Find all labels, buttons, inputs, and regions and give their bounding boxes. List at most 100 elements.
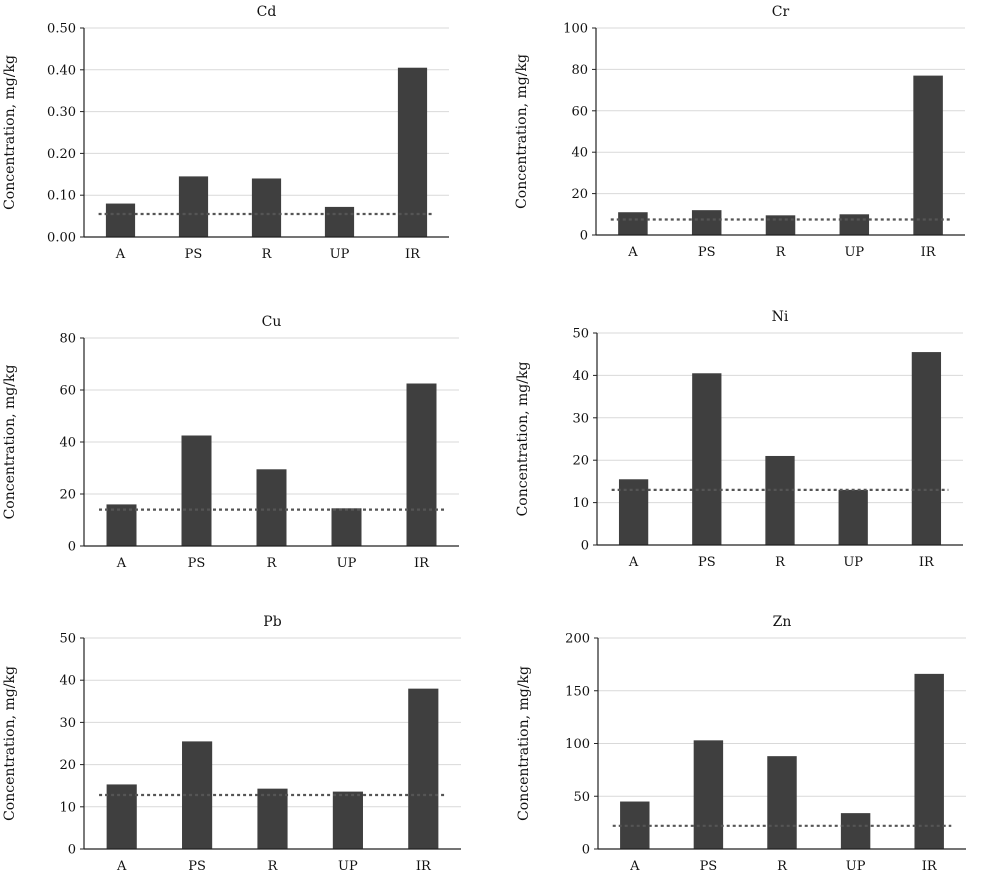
y-tick-label: 0 [68, 843, 76, 858]
y-tick-label: 20 [571, 187, 588, 202]
y-tick-label: 40 [571, 146, 588, 161]
y-tick-label: 20 [572, 454, 589, 469]
bar-up [838, 489, 868, 545]
y-tick-label: 50 [573, 790, 590, 805]
x-tick-label: A [115, 247, 126, 262]
y-tick-label: 0.30 [47, 105, 76, 120]
x-tick-label: IR [921, 245, 937, 260]
bar-ps [691, 210, 722, 235]
y-axis-label: Concentration, mg/kg [514, 54, 530, 209]
chart-title: Pb [263, 614, 281, 630]
x-tick-label: R [776, 245, 787, 260]
y-tick-label: 40 [59, 436, 76, 451]
chart-panel-pb: 0 10 20 30 40 50 A PS R UP IR Pb Concentration, mg/k… [2, 614, 461, 874]
bar-a [106, 504, 137, 546]
chart-panel-ni: 0 10 20 30 40 50 A PS R UP IR Ni Concentration, mg/k… [515, 309, 963, 570]
y-tick-label: 0.00 [47, 231, 76, 246]
y-tick-label: 20 [59, 488, 76, 503]
x-tick-label: R [268, 859, 279, 874]
y-tick-label: 10 [572, 496, 589, 511]
x-tick-label: R [267, 556, 278, 571]
bar-ir [408, 688, 439, 849]
y-tick-label: 80 [571, 63, 588, 78]
y-tick-label: 150 [565, 684, 590, 699]
bar-ps [178, 176, 209, 237]
y-axis-label: Concentration, mg/kg [2, 365, 18, 520]
bar-up [324, 206, 355, 237]
y-axis-label: Concentration, mg/kg [516, 666, 532, 821]
y-tick-label: 50 [59, 632, 76, 647]
y-tick-label: 0 [581, 539, 589, 554]
bar-r [765, 215, 796, 235]
y-tick-label: 40 [59, 674, 76, 689]
x-tick-label: PS [185, 247, 203, 262]
x-tick-label: R [775, 555, 786, 570]
y-tick-label: 20 [59, 758, 76, 773]
y-tick-label: 100 [563, 22, 588, 37]
bar-r [251, 178, 282, 237]
bar-r [767, 756, 797, 849]
y-tick-label: 60 [571, 104, 588, 119]
x-tick-label: R [777, 859, 788, 874]
chart-panel-cd: 0.00 0.10 0.20 0.30 0.40 0.50 A PS R UP IR Cd Concen… [2, 4, 449, 262]
x-tick-label: IR [405, 247, 421, 262]
bar-ps [693, 740, 724, 849]
bar-up [839, 214, 870, 235]
x-tick-label: A [629, 859, 640, 874]
bar-ps [692, 373, 722, 545]
x-tick-label: IR [416, 859, 432, 874]
x-tick-label: IR [922, 859, 938, 874]
bar-ir [406, 383, 437, 546]
bar-ir [911, 352, 942, 545]
x-tick-label: UP [846, 859, 866, 874]
bar-ir [913, 75, 943, 235]
bar-a [618, 212, 648, 235]
x-tick-label: A [116, 556, 127, 571]
y-axis-label: Concentration, mg/kg [2, 55, 18, 210]
x-tick-label: A [627, 245, 638, 260]
chart-title: Cr [772, 4, 790, 20]
bar-up [331, 508, 362, 546]
y-tick-label: 0.10 [47, 189, 76, 204]
y-tick-label: 100 [565, 737, 590, 752]
y-tick-label: 200 [565, 632, 590, 647]
x-tick-label: PS [188, 859, 206, 874]
x-tick-label: PS [698, 245, 716, 260]
bar-up [332, 791, 363, 849]
y-tick-label: 10 [59, 800, 76, 815]
bar-r [765, 455, 795, 545]
y-tick-label: 40 [572, 369, 589, 384]
y-tick-label: 50 [572, 327, 589, 342]
y-tick-label: 0.50 [47, 22, 76, 37]
x-tick-label: UP [843, 555, 863, 570]
x-tick-label: PS [188, 556, 206, 571]
chart-title: Cd [257, 4, 277, 20]
bar-up [840, 813, 871, 849]
chart-panel-cr: 0 20 40 60 80 100 A PS R UP IR Cr Concentration, mg/… [514, 4, 965, 260]
bar-ir [397, 67, 428, 238]
chart-title: Zn [773, 614, 792, 630]
y-tick-label: 0 [582, 843, 590, 858]
y-tick-label: 0 [580, 229, 588, 244]
x-tick-label: UP [844, 245, 864, 260]
y-tick-label: 0.40 [47, 63, 76, 78]
x-tick-label: PS [698, 555, 716, 570]
y-axis-label: Concentration, mg/kg [2, 666, 18, 821]
y-tick-label: 0.20 [47, 147, 76, 162]
bar-ir [914, 673, 944, 849]
y-tick-label: 60 [59, 384, 76, 399]
y-tick-label: 0 [68, 540, 76, 555]
x-tick-label: R [262, 247, 273, 262]
x-tick-label: IR [414, 556, 430, 571]
chart-panel-cu: 0 20 40 60 80 A PS R UP IR Cu Concentration, mg/kg [2, 314, 459, 571]
bar-r [257, 788, 288, 849]
y-tick-label: 30 [572, 411, 589, 426]
chart-panel-zn: 0 50 100 150 200 A PS R UP IR Zn Concentration, mg/… [516, 614, 966, 874]
x-tick-label: UP [337, 556, 357, 571]
bar-ps [181, 435, 212, 546]
x-tick-label: A [628, 555, 639, 570]
x-tick-label: IR [919, 555, 935, 570]
x-tick-label: UP [330, 247, 350, 262]
x-tick-label: PS [700, 859, 718, 874]
